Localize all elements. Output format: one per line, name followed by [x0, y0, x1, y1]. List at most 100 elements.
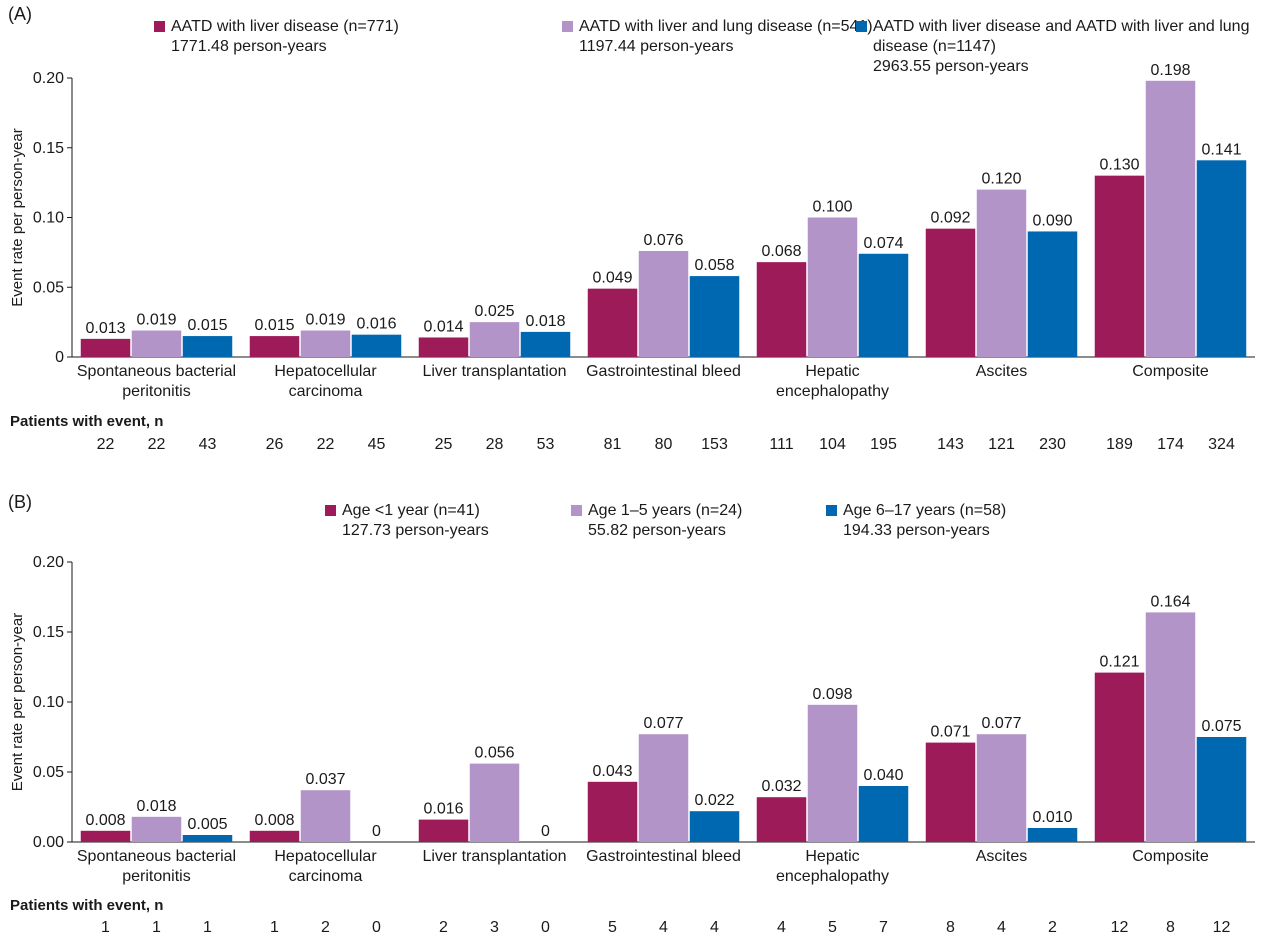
value-label: 0.014 — [423, 318, 463, 335]
bar — [520, 331, 571, 357]
legend-name: AATD with liver disease (n=771) — [171, 18, 399, 35]
y-tick-label: 0.15 — [33, 140, 64, 157]
bar — [587, 288, 638, 357]
y-tick-label: 0.10 — [33, 694, 64, 711]
count-label: 22 — [317, 436, 335, 453]
bar — [858, 786, 909, 842]
x-tick-label: Spontaneous bacterial peritonitis — [76, 363, 237, 400]
value-label: 0.015 — [187, 317, 227, 334]
value-label: 0.164 — [1150, 593, 1190, 610]
legend-person-years: 1197.44 person-years — [579, 38, 734, 55]
bar — [182, 835, 233, 842]
count-label: 7 — [879, 919, 888, 936]
count-label: 0 — [372, 919, 381, 936]
value-label: 0.075 — [1201, 718, 1241, 735]
count-label: 121 — [988, 436, 1015, 453]
legend-name: AATD with liver disease and AATD with li… — [873, 18, 1250, 55]
bar — [756, 262, 807, 357]
legend-person-years: 1771.48 person-years — [171, 38, 327, 55]
legend-item: Age 6–17 years (n=58) 194.33 person-years — [826, 501, 1006, 541]
legend-item: AATD with liver disease (n=771) 1771.48 p… — [154, 17, 399, 57]
value-label: 0.076 — [643, 232, 683, 249]
bar — [756, 797, 807, 842]
value-label: 0.022 — [694, 792, 734, 809]
count-label: 4 — [997, 919, 1006, 936]
y-tick-label: 0.20 — [33, 554, 64, 571]
x-tick-label: Gastrointestinal bleed — [586, 363, 741, 380]
value-label: 0.019 — [305, 311, 345, 328]
x-tick-label: Spontaneous bacterial peritonitis — [76, 848, 237, 885]
legend-swatch — [154, 21, 165, 32]
value-label: 0.005 — [187, 816, 227, 833]
panel-label: (B) — [8, 492, 32, 512]
bar — [587, 781, 638, 842]
x-tick-label: Ascites — [975, 363, 1028, 380]
bar — [638, 250, 689, 357]
bar — [1196, 737, 1247, 842]
panel-label: (A) — [8, 4, 32, 24]
bar — [925, 228, 976, 357]
bar — [300, 330, 351, 357]
legend-swatch — [856, 21, 867, 32]
count-label: 104 — [819, 436, 846, 453]
legend-item: Age <1 year (n=41) 127.73 person-years — [325, 501, 489, 541]
legend-person-years: 127.73 person-years — [342, 522, 489, 539]
value-label: 0.016 — [356, 316, 396, 333]
bar — [1196, 160, 1247, 357]
count-label: 8 — [1166, 919, 1175, 936]
value-label: 0.043 — [592, 763, 632, 780]
legend-person-years: 55.82 person-years — [588, 522, 726, 539]
count-label: 45 — [368, 436, 386, 453]
bar — [300, 790, 351, 842]
value-label: 0.092 — [930, 210, 970, 227]
bar — [925, 742, 976, 842]
value-label: 0 — [372, 823, 381, 840]
bar — [131, 816, 182, 842]
value-label: 0.015 — [254, 317, 294, 334]
count-label: 3 — [490, 919, 499, 936]
legend-swatch — [826, 505, 837, 516]
count-label: 189 — [1106, 436, 1133, 453]
value-label: 0.016 — [423, 801, 463, 818]
legend-text: AATD with liver and lung disease (n=541)… — [579, 17, 873, 57]
count-label: 53 — [537, 436, 555, 453]
x-tick-label: Gastrointestinal bleed — [586, 848, 741, 865]
count-label: 25 — [435, 436, 453, 453]
value-label: 0.071 — [930, 724, 970, 741]
value-label: 0.058 — [694, 257, 734, 274]
bar — [1145, 80, 1196, 357]
x-tick-label: Liver transplantation — [422, 848, 567, 865]
counts-title: Patients with event, n — [10, 413, 164, 430]
value-label: 0.008 — [254, 812, 294, 829]
bar — [1094, 175, 1145, 357]
counts-title: Patients with event, n — [10, 897, 164, 914]
value-label: 0.018 — [525, 313, 565, 330]
x-tick-label: Hepatocellular carcinoma — [274, 363, 377, 400]
value-label: 0.141 — [1201, 141, 1241, 158]
bar — [858, 253, 909, 357]
bar — [807, 704, 858, 842]
value-label: 0.130 — [1099, 157, 1139, 174]
count-label: 4 — [659, 919, 668, 936]
count-label: 43 — [199, 436, 217, 453]
value-label: 0.121 — [1099, 654, 1139, 671]
bar — [469, 763, 520, 842]
count-label: 26 — [266, 436, 284, 453]
x-tick-label: Hepatic encephalopathy — [776, 848, 889, 885]
count-label: 143 — [937, 436, 964, 453]
count-label: 8 — [946, 919, 955, 936]
x-tick-label: Ascites — [975, 848, 1028, 865]
count-label: 1 — [101, 919, 110, 936]
count-label: 22 — [97, 436, 115, 453]
bar — [418, 819, 469, 842]
count-label: 2 — [321, 919, 330, 936]
legend-text: AATD with liver disease and AATD with li… — [873, 17, 1253, 77]
bar — [469, 322, 520, 357]
bar — [1027, 231, 1078, 357]
count-label: 324 — [1208, 436, 1235, 453]
bar — [80, 338, 131, 357]
y-tick-label: 0.05 — [33, 764, 64, 781]
bar — [1094, 672, 1145, 842]
count-label: 111 — [769, 436, 793, 453]
